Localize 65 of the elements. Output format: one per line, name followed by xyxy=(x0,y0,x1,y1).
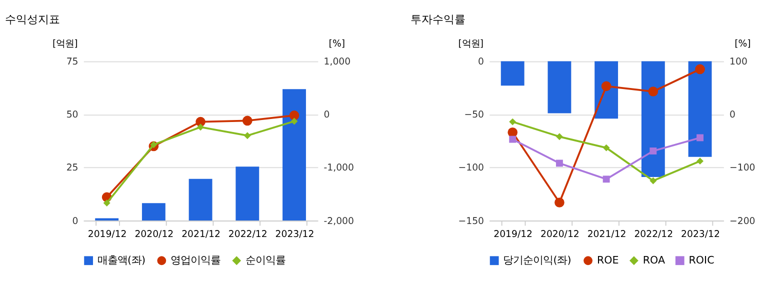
point xyxy=(150,141,158,148)
y2-tick-label: −100 xyxy=(730,162,756,174)
y-tick-label: 0 xyxy=(72,216,78,227)
y2-tick-label: 100 xyxy=(730,56,748,68)
legend-label: 순이익률 xyxy=(246,254,286,266)
x-tick-label: 2021/12 xyxy=(182,228,220,240)
y-tick-label: 25 xyxy=(66,162,78,174)
y-axis-title: [억원] xyxy=(458,38,484,50)
x-tick-label: 2022/12 xyxy=(228,228,268,240)
y2-axis-title: [%] xyxy=(328,38,345,50)
bar xyxy=(282,89,306,221)
point xyxy=(197,124,204,131)
point xyxy=(601,81,612,92)
point xyxy=(556,160,563,167)
x-tick-label: 2020/12 xyxy=(540,228,580,240)
y2-axis-title: [%] xyxy=(734,38,751,50)
x-tick-label: 2021/12 xyxy=(587,228,626,240)
legend-label: ROA xyxy=(642,254,665,266)
point xyxy=(554,198,564,208)
legend-label: ROE xyxy=(596,254,619,266)
bar xyxy=(95,218,119,221)
y2-tick-label: -2,000 xyxy=(324,216,354,227)
chart-title: 투자수익률 xyxy=(410,12,466,26)
bar xyxy=(142,203,166,221)
y-tick-label: 75 xyxy=(66,56,78,68)
x-tick-label: 2020/12 xyxy=(134,228,174,240)
point xyxy=(289,110,300,120)
legend-label: ROIC xyxy=(688,254,714,266)
chart-title: 수익성지표 xyxy=(4,12,60,26)
y-tick-label: −150 xyxy=(458,216,484,227)
y-tick-label: 0 xyxy=(478,56,484,68)
x-tick-label: 2022/12 xyxy=(634,228,674,240)
point xyxy=(650,177,657,184)
point xyxy=(696,134,704,142)
point xyxy=(509,118,516,126)
y2-tick-label: 0 xyxy=(730,110,736,121)
legend-label: 매출액(좌) xyxy=(97,254,146,266)
point xyxy=(648,86,658,96)
x-tick-label: 2023/12 xyxy=(681,228,720,240)
point xyxy=(696,158,704,165)
y-tick-label: −100 xyxy=(458,162,484,174)
bar xyxy=(188,178,212,221)
y-axis-title: [억원] xyxy=(52,38,78,50)
y2-tick-label: −200 xyxy=(730,216,756,227)
y2-tick-label: 0 xyxy=(324,110,330,121)
y-tick-label: 50 xyxy=(66,110,78,121)
point xyxy=(650,148,657,154)
y2-tick-label: 1,000 xyxy=(324,56,351,68)
y2-tick-label: -1,000 xyxy=(324,162,354,174)
legend-label: 당기순이익(좌) xyxy=(503,254,572,266)
x-tick-label: 2019/12 xyxy=(88,228,127,240)
point xyxy=(508,128,518,138)
point xyxy=(509,136,516,143)
point xyxy=(242,116,252,126)
point xyxy=(695,64,705,74)
point xyxy=(602,176,610,183)
point xyxy=(556,133,563,140)
point xyxy=(103,200,110,207)
legend-label: 영업이익률 xyxy=(170,254,221,266)
point xyxy=(602,144,610,152)
x-tick-label: 2019/12 xyxy=(494,228,533,240)
y-tick-label: −50 xyxy=(464,110,484,121)
point xyxy=(244,132,251,140)
x-tick-label: 2023/12 xyxy=(275,228,314,240)
bar xyxy=(236,166,260,221)
